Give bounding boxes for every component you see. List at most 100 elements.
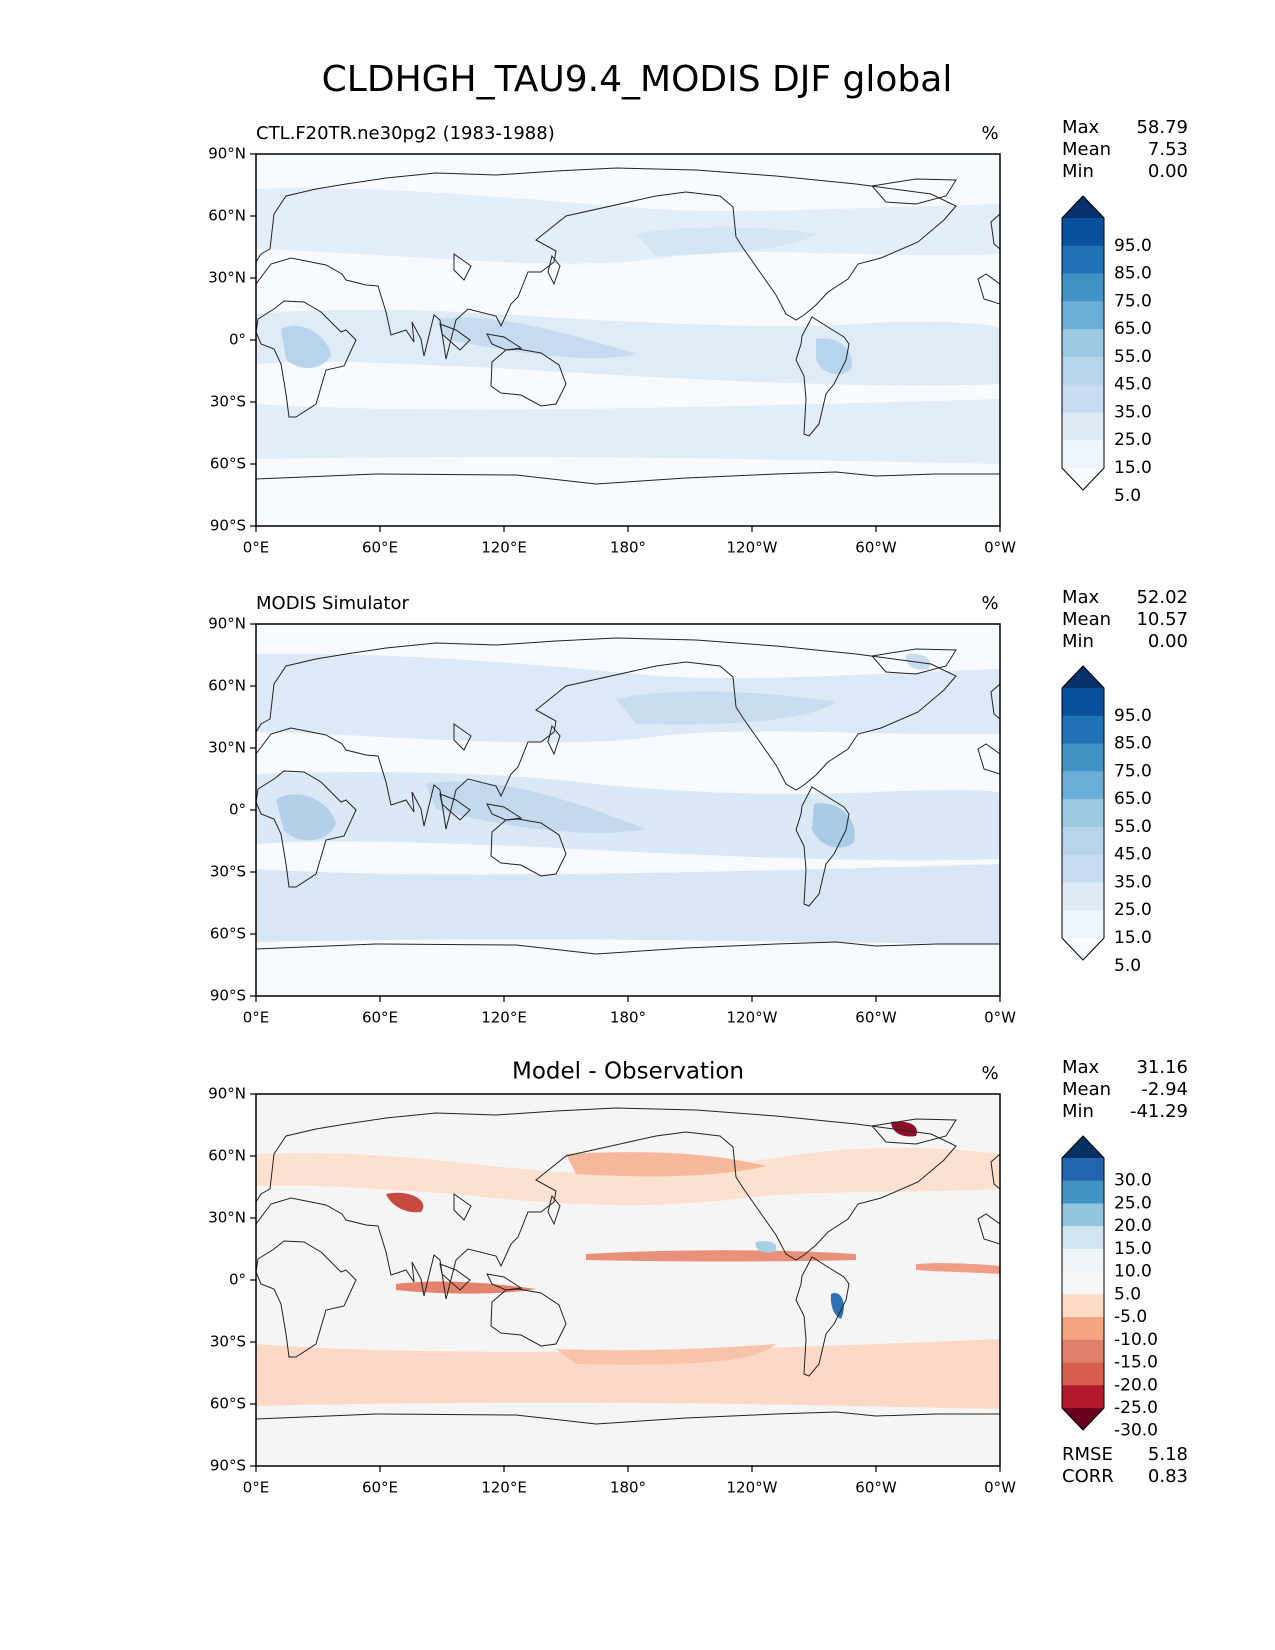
stat-max-label: Max: [1062, 1057, 1100, 1078]
colorbar-label: 85.0: [1114, 734, 1152, 754]
diff-maritime-continent: [396, 1281, 536, 1294]
lat-tick-label: 0°: [229, 331, 246, 349]
lon-tick-label: 120°E: [481, 1479, 527, 1497]
panel-test: CTL.F20TR.ne30pg2 (1983-1988) % 90°N 60°N…: [208, 117, 1188, 557]
panel-diff-title: Model - Observation: [512, 1059, 744, 1085]
colorbar-extend-max: [1062, 1136, 1104, 1158]
colorbar-segment: [1062, 688, 1104, 717]
panel-ref-stats: Max 52.02 Mean 10.57 Min 0.00: [1062, 587, 1188, 652]
colorbar-label: 5.0: [1114, 1284, 1141, 1304]
lat-tick-label: 90°N: [208, 615, 246, 633]
colorbar-label: 35.0: [1114, 402, 1152, 422]
diff-tibet: [386, 1192, 424, 1213]
colorbar-segment: [1062, 771, 1104, 800]
colorbar-segment: [1062, 1362, 1104, 1386]
colorbar-label: 55.0: [1114, 347, 1152, 367]
colorbar-label: -25.0: [1114, 1398, 1158, 1418]
panel-ref-title: MODIS Simulator: [256, 593, 409, 614]
colorbar-extend-min: [1062, 1408, 1104, 1430]
colorbar-segment: [1062, 1248, 1104, 1273]
colorbar-segment: [1062, 301, 1104, 330]
colorbar-segment: [1062, 1317, 1104, 1341]
panel-test-colorbar: 95.0 85.0 75.0 65.0 55.0 45.0 35.0 25.0 15.0 5.0: [1061, 195, 1152, 506]
lon-tick-label: 0°W: [984, 539, 1016, 557]
figure-title: CLDHGH_TAU9.4_MODIS DJF global: [322, 59, 953, 100]
stat-mean-value: 7.53: [1148, 139, 1188, 160]
stat-max-value: 31.16: [1136, 1057, 1188, 1078]
panel-test-lon-ticks: 0°E 60°E 120°E 180° 120°W 60°W 0°W: [243, 526, 1016, 557]
lat-tick-label: 90°S: [210, 517, 246, 535]
colorbar-label: 45.0: [1114, 845, 1152, 865]
lon-tick-label: 60°E: [362, 1009, 398, 1027]
colorbar-outline: [1061, 665, 1105, 961]
colorbar-segment: [1062, 412, 1104, 441]
rmse-label: RMSE: [1062, 1444, 1113, 1465]
colorbar-label: 5.0: [1114, 956, 1141, 976]
stat-max-value: 52.02: [1136, 587, 1188, 608]
diff-greenland: [891, 1121, 917, 1137]
lat-tick-label: 90°S: [210, 1457, 246, 1475]
lon-tick-label: 60°E: [362, 539, 398, 557]
cloud-band-north-pacific: [616, 691, 836, 725]
lat-tick-label: 30°S: [210, 393, 246, 411]
cloud-warm-pool: [436, 317, 636, 359]
cloud-greenland: [905, 653, 931, 670]
diff-equatorial-pacific: [586, 1250, 856, 1262]
lat-tick-label: 90°N: [208, 1085, 246, 1103]
cloud-amazon: [812, 803, 855, 848]
stat-mean-value: 10.57: [1136, 609, 1188, 630]
stat-mean-label: Mean: [1062, 139, 1111, 160]
colorbar-label: 25.0: [1114, 900, 1152, 920]
colorbar-segment: [1062, 384, 1104, 413]
colorbar-label: -15.0: [1114, 1353, 1158, 1373]
cloud-band-southern-ocean: [256, 399, 1000, 464]
colorbar-extend-max: [1062, 666, 1104, 688]
colorbar-segment: [1062, 743, 1104, 772]
lon-tick-label: 0°E: [243, 539, 270, 557]
lat-tick-label: 30°S: [210, 863, 246, 881]
lat-tick-label: 30°S: [210, 1333, 246, 1351]
panel-diff-lat-ticks: 90°N 60°N 30°N 0° 30°S 60°S 90°S: [208, 1085, 256, 1475]
colorbar-outline: [1061, 1135, 1105, 1431]
colorbar-segment: [1062, 715, 1104, 745]
stat-mean-value: -2.94: [1141, 1079, 1188, 1100]
panel-test-map: [256, 154, 1000, 526]
cloud-africa: [276, 794, 336, 841]
diff-north-pacific-strong: [566, 1152, 766, 1177]
panel-diff: Model - Observation % 90°N 60°N 30°N 0° 30°S…: [208, 1057, 1188, 1497]
diff-ocean-positive: [755, 1241, 777, 1253]
colorbar-segment: [1062, 329, 1104, 358]
lon-tick-label: 180°: [610, 1479, 646, 1497]
panel-diff-metrics: RMSE 5.18 CORR 0.83: [1062, 1444, 1188, 1487]
stat-mean-label: Mean: [1062, 1079, 1111, 1100]
colorbar-label: 25.0: [1114, 430, 1152, 450]
colorbar-segment: [1062, 1226, 1104, 1250]
lat-tick-label: 60°S: [210, 455, 246, 473]
lon-tick-label: 0°W: [984, 1009, 1016, 1027]
cloud-band-southern-ocean: [256, 864, 1000, 944]
lat-tick-label: 30°N: [208, 739, 246, 757]
colorbar-segment: [1062, 854, 1104, 883]
colorbar-segment: [1062, 1203, 1104, 1227]
lon-tick-label: 180°: [610, 539, 646, 557]
stat-mean-label: Mean: [1062, 609, 1111, 630]
panel-diff-units: %: [981, 1063, 998, 1084]
stat-max-label: Max: [1062, 587, 1100, 608]
panel-diff-stats: Max 31.16 Mean -2.94 Min -41.29: [1062, 1057, 1188, 1122]
lon-tick-label: 60°W: [855, 1009, 897, 1027]
colorbar-label: 85.0: [1114, 264, 1152, 284]
lat-tick-label: 30°N: [208, 1209, 246, 1227]
panel-ref-lon-ticks: 0°E 60°E 120°E 180° 120°W 60°W 0°W: [243, 996, 1016, 1027]
colorbar-extend-min: [1062, 938, 1104, 960]
stat-min-label: Min: [1062, 1101, 1094, 1122]
panel-test-stats: Max 58.79 Mean 7.53 Min 0.00: [1062, 117, 1188, 182]
colorbar-label: 55.0: [1114, 817, 1152, 837]
lon-tick-label: 120°W: [727, 1009, 778, 1027]
colorbar-label: -5.0: [1114, 1307, 1147, 1327]
colorbar-label: 65.0: [1114, 789, 1152, 809]
colorbar-label: 15.0: [1114, 928, 1152, 948]
colorbar-label: 95.0: [1114, 236, 1152, 256]
lon-tick-label: 60°E: [362, 1479, 398, 1497]
colorbar-label: -30.0: [1114, 1421, 1158, 1441]
colorbar-label: 45.0: [1114, 375, 1152, 395]
